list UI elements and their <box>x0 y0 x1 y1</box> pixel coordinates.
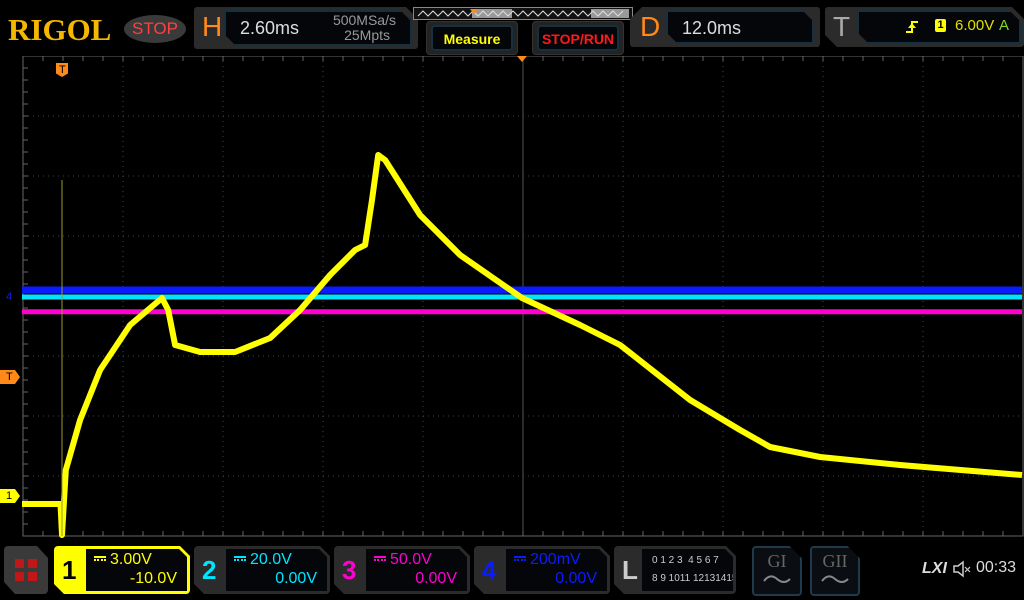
rising-edge-icon <box>905 19 919 35</box>
trigger-position-marker <box>470 9 478 14</box>
delay-value: 12.0ms <box>682 18 742 38</box>
ch1-offset-marker[interactable]: 1 <box>0 489 20 503</box>
trigger-level: 6.00V <box>955 17 995 34</box>
speaker-muted-icon[interactable] <box>952 560 972 578</box>
logic-channels-row1: 0 1 2 3 4 5 6 7 <box>652 555 719 566</box>
horizontal-values: 2.60ms 500MSa/s 25Mpts <box>224 10 412 46</box>
trigger-position-marker[interactable]: T <box>56 63 68 77</box>
channel-number: 3 <box>342 555 357 585</box>
trigger-mode: A <box>999 17 1010 34</box>
channel-offset: 0.00V <box>415 570 457 587</box>
channel-number: 1 <box>62 555 77 585</box>
waveform-display[interactable] <box>0 56 1024 538</box>
channel-number: 4 <box>482 555 497 585</box>
ch4-offset-marker[interactable]: 4 <box>0 290 20 304</box>
sine-wave-icon <box>763 575 791 583</box>
sample-rate: 500MSa/s <box>332 12 396 28</box>
channel-scale: 3.00V <box>110 551 152 568</box>
delay-panel[interactable]: D 12.0ms <box>630 7 820 47</box>
channel-3-panel[interactable]: 3 50.0V 0.00V <box>334 546 470 594</box>
dc-coupling-icon <box>234 556 246 561</box>
generator-2-button[interactable]: GII <box>810 546 860 596</box>
horizontal-letter: H <box>202 11 223 42</box>
trigger-level-marker[interactable]: T <box>0 370 20 384</box>
dc-coupling-icon <box>94 556 106 561</box>
channel-scale: 200mV <box>530 551 581 568</box>
channel-offset: 0.00V <box>275 570 317 587</box>
delay-letter: D <box>640 11 661 42</box>
menu-button[interactable] <box>4 546 48 594</box>
channel-number: 2 <box>202 555 217 585</box>
dc-coupling-icon <box>514 556 526 561</box>
channel-2-panel[interactable]: 2 20.0V 0.00V <box>194 546 330 594</box>
run-state-badge[interactable]: STOP <box>124 15 186 43</box>
measure-button[interactable]: Measure <box>426 21 518 55</box>
sine-wave-icon <box>821 575 849 583</box>
channel-offset: 0.00V <box>555 570 597 587</box>
logic-channels-row2: 8 9 1011 12131415 <box>652 573 738 584</box>
logic-panel[interactable]: L 0 1 2 3 4 5 6 7 8 9 1011 12131415 <box>614 546 736 594</box>
memory-position-bar[interactable] <box>413 7 633 20</box>
horizontal-panel[interactable]: H 2.60ms 500MSa/s 25Mpts <box>194 7 418 49</box>
lxi-logo: LXI <box>922 560 947 577</box>
channel-1-trace <box>22 152 1023 538</box>
channel-1-panel[interactable]: 1 3.00V -10.0V <box>54 546 190 594</box>
trigger-source: 1 <box>935 19 946 32</box>
trigger-letter: T <box>833 11 851 42</box>
rigol-logo: RIGOL <box>8 12 112 47</box>
trigger-panel[interactable]: T 1 6.00V A <box>825 7 1024 47</box>
stop-run-button[interactable]: STOP/RUN <box>532 21 624 55</box>
horizontal-center-marker <box>517 56 527 62</box>
channel-offset: -10.0V <box>129 570 177 587</box>
grid-menu-icon <box>15 559 37 581</box>
dc-coupling-icon <box>374 556 386 561</box>
memory-depth: 25Mpts <box>344 27 390 43</box>
channel-scale: 50.0V <box>390 551 432 568</box>
clock: 00:33 <box>976 559 1017 576</box>
channel-4-panel[interactable]: 4 200mV 0.00V <box>474 546 610 594</box>
generator-1-button[interactable]: GI <box>752 546 802 596</box>
channel-scale: 20.0V <box>250 551 292 568</box>
timebase-value: 2.60ms <box>240 18 300 38</box>
